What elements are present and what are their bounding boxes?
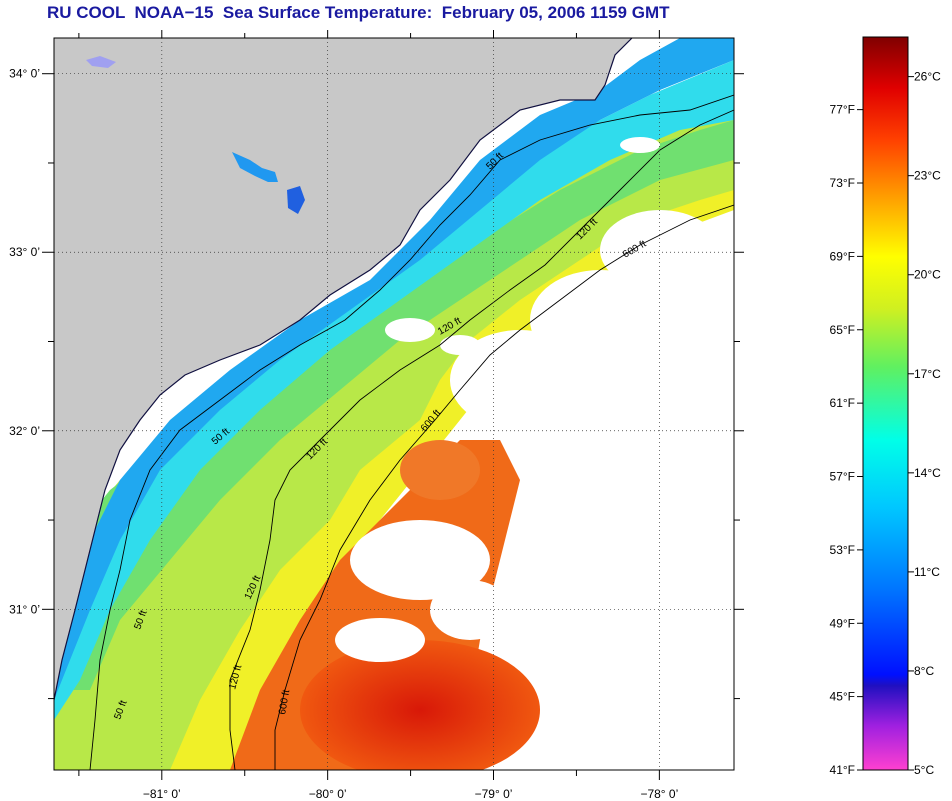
lake-moultrie — [287, 186, 305, 214]
colorbar-f-label: 73°F — [830, 176, 855, 190]
map-field — [54, 38, 734, 770]
map-frame — [53, 37, 735, 771]
colorbar-c-label: 8°C — [914, 664, 934, 678]
lat-label: 33° 0’ — [9, 245, 40, 259]
colorbar-c-label: 26°C — [914, 70, 941, 84]
gulf-stream-eddy — [400, 440, 480, 500]
lon-label: −81° 0’ — [143, 787, 181, 801]
contour-50ft — [89, 94, 734, 770]
colorbar-c-label: 11°C — [914, 565, 940, 579]
lon-label: −78° 0’ — [640, 787, 678, 801]
colorbar-f-label: 49°F — [830, 616, 855, 630]
cloud-patches — [335, 137, 720, 662]
contour-label: 600 ft — [277, 689, 292, 716]
colorbar-f-label: 41°F — [830, 763, 855, 777]
colorbar-f-label: 57°F — [830, 470, 855, 484]
lat-label: 31° 0’ — [9, 602, 40, 616]
colorbar-c-label: 23°C — [914, 169, 941, 183]
colorbar-c-label: 14°C — [914, 466, 941, 480]
colorbar-f-label: 65°F — [830, 323, 855, 337]
outer-shelf-water — [54, 100, 734, 770]
colorbar-c-label: 5°C — [914, 763, 934, 777]
lake-marion — [232, 152, 278, 182]
gulf-stream-core — [300, 640, 540, 770]
lon-label: −80° 0’ — [309, 787, 347, 801]
mid-shelf-water — [54, 120, 734, 690]
lat-label: 34° 0’ — [9, 67, 40, 81]
contour-600ft — [274, 204, 734, 770]
lat-label: 32° 0’ — [9, 424, 40, 438]
colorbar-c-label: 20°C — [914, 268, 941, 282]
contour-120ft — [229, 109, 734, 770]
colorbar — [862, 36, 909, 771]
colorbar-f-label: 61°F — [830, 396, 855, 410]
colorbar-labels: 77°F 73°F 69°F 65°F 61°F 57°F 53°F 49°F 45°F 41°F… — [830, 70, 942, 777]
colorbar-f-label: 53°F — [830, 543, 855, 557]
lake-north — [86, 56, 116, 68]
shelf-water — [54, 60, 734, 720]
lon-label: −79° 0’ — [475, 787, 513, 801]
colorbar-f-label: 77°F — [830, 103, 855, 117]
map-title: RU COOL NOAA−15 Sea Surface Temperature:… — [47, 3, 670, 22]
colorbar-f-label: 45°F — [830, 690, 855, 704]
coastline — [54, 38, 633, 701]
colorbar-c-label: 17°C — [914, 367, 941, 381]
graticule: 34° 0’ 33° 0’ 32° 0’ 31° 0’ −81° 0’ −80° 0’ −7… — [9, 30, 744, 801]
colorbar-f-label: 69°F — [830, 249, 855, 263]
land-mass — [54, 38, 632, 700]
